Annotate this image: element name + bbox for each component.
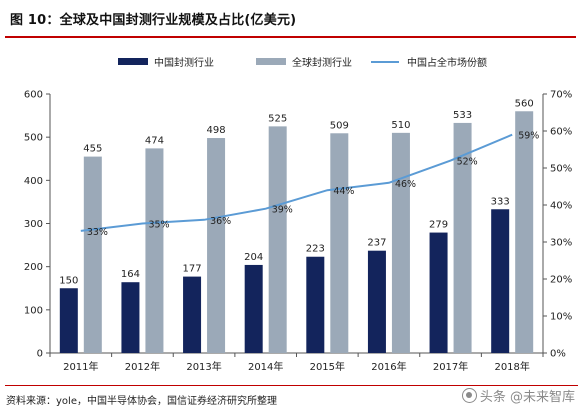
share-line	[80, 133, 513, 232]
data-label-china: 177	[183, 264, 202, 275]
bar-china	[183, 276, 202, 353]
bar-china	[429, 232, 448, 353]
y-left-tick-label: 0	[37, 349, 43, 360]
data-label-global: 510	[391, 120, 410, 131]
bar-global	[391, 132, 410, 353]
data-label-global: 525	[268, 113, 287, 124]
legend-label: 中国占全市场份额	[407, 56, 487, 69]
data-label-china: 223	[306, 244, 325, 255]
data-label-share: 33%	[87, 227, 108, 238]
data-label-china: 279	[429, 220, 448, 231]
y-left-tick-label: 300	[24, 219, 43, 230]
data-label-share: 44%	[333, 186, 354, 197]
source-divider	[5, 385, 578, 386]
y-right-tick-label: 0%	[550, 349, 566, 360]
data-label-global: 533	[453, 110, 472, 121]
data-label-china: 164	[121, 269, 140, 280]
x-tick-label: 2018年	[494, 360, 529, 373]
bar-global	[330, 133, 349, 353]
y-left-tick-label: 600	[24, 90, 43, 101]
data-label-share: 35%	[148, 220, 169, 231]
y-right-tick-label: 50%	[550, 164, 572, 175]
bar-global	[207, 138, 226, 353]
legend-label: 全球封测行业	[292, 56, 352, 69]
data-label-china: 204	[244, 252, 263, 263]
bar-global	[268, 126, 287, 353]
y-right-tick-label: 20%	[550, 275, 572, 286]
data-label-global: 560	[515, 98, 534, 109]
bar-china	[491, 209, 510, 353]
y-left-tick-label: 200	[24, 262, 43, 273]
data-label-share: 36%	[210, 216, 231, 227]
x-tick-label: 2013年	[186, 360, 221, 373]
bar-china	[244, 264, 263, 353]
x-tick-label: 2017年	[433, 360, 468, 373]
bar-global	[83, 156, 102, 353]
legend-swatch	[118, 58, 148, 65]
bar-china	[59, 288, 78, 353]
data-label-share: 39%	[272, 205, 293, 216]
legend-label: 中国封测行业	[154, 56, 214, 69]
watermark: 头条 @未来智库	[461, 386, 575, 405]
title-bar	[5, 6, 576, 38]
y-right-tick-label: 10%	[550, 312, 572, 323]
data-label-share: 59%	[518, 131, 539, 142]
bar-global	[453, 122, 472, 354]
bar-global	[145, 148, 164, 353]
data-label-china: 237	[367, 238, 386, 249]
x-tick-label: 2016年	[371, 360, 406, 373]
x-tick-label: 2014年	[248, 360, 283, 373]
bar-global	[515, 111, 534, 354]
x-tick-label: 2012年	[125, 360, 160, 373]
y-left-tick-label: 400	[24, 176, 43, 187]
bar-china	[367, 250, 386, 353]
y-right-tick-label: 70%	[550, 90, 572, 101]
data-label-china: 150	[59, 275, 78, 286]
data-label-global: 474	[145, 135, 164, 146]
y-left-tick-label: 100	[24, 305, 43, 316]
y-right-tick-label: 30%	[550, 238, 572, 249]
bar-china	[306, 256, 325, 353]
data-label-global: 455	[83, 144, 102, 155]
legend-swatch	[256, 58, 286, 65]
y-right-tick-label: 40%	[550, 201, 572, 212]
data-label-global: 509	[330, 120, 349, 131]
bar-china	[121, 282, 140, 353]
data-label-china: 333	[491, 196, 510, 207]
watermark-icon	[461, 388, 477, 403]
data-label-share: 46%	[395, 179, 416, 190]
y-right-tick-label: 60%	[550, 127, 572, 138]
figure-title: 图 10：全球及中国封测行业规模及占比(亿美元)	[10, 13, 297, 28]
y-left-tick-label: 500	[24, 133, 43, 144]
x-tick-label: 2015年	[310, 360, 345, 373]
data-label-global: 498	[207, 125, 226, 136]
watermark-text: 头条 @未来智库	[479, 390, 575, 405]
data-label-share: 52%	[457, 157, 478, 168]
x-tick-label: 2011年	[63, 360, 98, 373]
source-note: 资料来源：yole，中国半导体协会，国信证券经济研究所整理	[6, 396, 277, 407]
